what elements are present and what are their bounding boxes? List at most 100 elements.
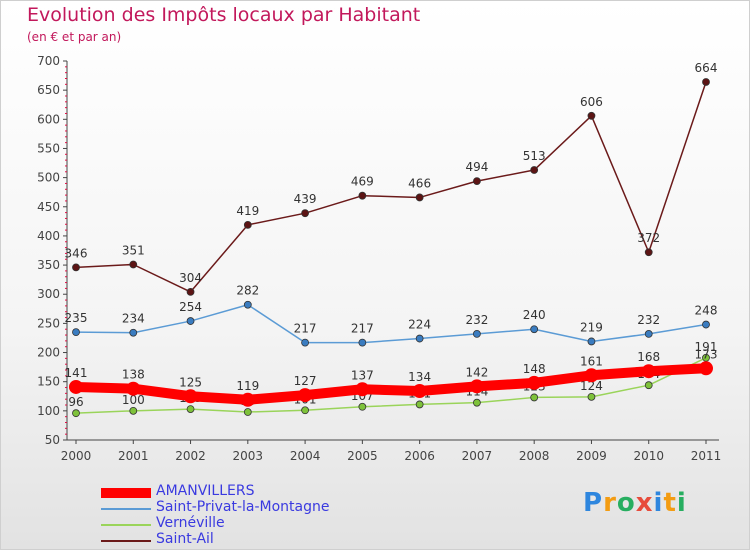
data-label: 124 <box>580 379 603 393</box>
logo-letter: t <box>663 488 677 518</box>
logo-letter: x <box>635 488 654 518</box>
data-label: 148 <box>523 362 546 376</box>
data-label: 606 <box>580 95 603 109</box>
data-point <box>699 361 713 376</box>
data-point <box>243 300 252 309</box>
data-label: 224 <box>408 318 431 332</box>
data-point <box>129 328 138 337</box>
data-label: 142 <box>465 365 488 379</box>
data-label: 466 <box>408 176 431 190</box>
data-point <box>240 392 255 407</box>
data-point <box>412 384 427 399</box>
data-point <box>473 177 481 186</box>
data-point <box>72 263 80 272</box>
series-line <box>75 81 707 293</box>
data-point <box>587 111 596 120</box>
x-tick-label: 2000 <box>61 449 92 463</box>
data-point <box>473 398 481 407</box>
data-point <box>126 381 141 396</box>
data-label: 240 <box>523 308 546 322</box>
data-point <box>415 193 424 202</box>
legend-label: Saint-Privat-la-Montagne <box>156 499 330 515</box>
series-line <box>71 363 711 405</box>
legend-label: Vernéville <box>156 515 225 531</box>
y-tick-label: 350 <box>37 258 60 272</box>
legend-label: Saint-Ail <box>156 531 214 547</box>
data-point <box>298 388 313 403</box>
series-line <box>75 303 707 344</box>
data-label: 513 <box>523 149 546 163</box>
data-point <box>530 393 539 402</box>
data-label: 304 <box>179 271 202 285</box>
data-point <box>69 379 83 394</box>
data-point <box>644 329 653 338</box>
x-tick-label: 2009 <box>576 449 607 463</box>
data-point <box>702 320 710 329</box>
data-point <box>358 402 367 411</box>
y-tick-label: 600 <box>37 112 60 126</box>
data-point <box>469 379 484 394</box>
legend-swatch <box>101 524 151 526</box>
data-point <box>527 375 542 390</box>
y-tick-label: 150 <box>37 375 60 389</box>
data-label: 119 <box>236 379 259 393</box>
y-tick-label: 500 <box>37 171 60 185</box>
data-label: 248 <box>695 304 718 318</box>
data-point <box>186 317 195 325</box>
data-point <box>186 287 195 296</box>
data-point <box>301 209 309 218</box>
data-point <box>355 382 370 397</box>
data-point <box>530 325 539 334</box>
data-label: 469 <box>351 175 374 189</box>
x-tick-label: 2007 <box>462 449 493 463</box>
data-label: 127 <box>294 374 317 388</box>
data-point <box>587 337 596 346</box>
logo-letter: r <box>603 488 617 518</box>
logo-letter: i <box>653 488 664 518</box>
legend-label: AMANVILLERS <box>156 483 255 499</box>
data-label: 219 <box>580 320 603 334</box>
y-tick-label: 300 <box>37 287 60 301</box>
data-point <box>301 406 309 415</box>
data-point <box>183 389 198 404</box>
data-point <box>72 328 80 337</box>
data-label: 234 <box>122 312 145 326</box>
series-line <box>75 357 707 414</box>
data-label: 372 <box>637 231 660 245</box>
data-point <box>358 191 367 200</box>
chart-title: Evolution des Impôts locaux par Habitant <box>27 4 421 26</box>
data-label: 137 <box>351 368 374 382</box>
data-label: 96 <box>68 395 83 409</box>
x-tick-label: 2008 <box>519 449 550 463</box>
data-point <box>243 408 252 416</box>
data-label: 191 <box>695 340 718 354</box>
y-tick-label: 400 <box>37 229 60 243</box>
data-label: 100 <box>122 393 145 407</box>
logo-letter: i <box>676 488 687 518</box>
legend-swatch <box>101 488 151 498</box>
data-point <box>301 338 309 347</box>
data-point <box>415 334 424 343</box>
logo-letter: P <box>583 488 604 518</box>
data-point <box>129 406 138 415</box>
x-tick-label: 2001 <box>118 449 149 463</box>
logo-letter: o <box>616 488 636 518</box>
data-label: 232 <box>465 313 488 327</box>
x-tick-label: 2003 <box>233 449 264 463</box>
data-point <box>530 166 539 174</box>
data-label: 217 <box>351 322 374 336</box>
data-point <box>243 220 252 229</box>
data-point <box>584 368 599 383</box>
data-label: 125 <box>179 375 202 389</box>
data-point <box>644 381 653 390</box>
data-point <box>358 338 367 347</box>
data-label: 254 <box>179 300 202 314</box>
data-label: 439 <box>294 192 317 206</box>
data-point <box>415 400 424 409</box>
data-point <box>644 248 653 257</box>
data-label: 419 <box>236 204 259 218</box>
y-tick-label: 650 <box>37 83 60 97</box>
data-label: 138 <box>122 368 145 382</box>
data-label: 235 <box>65 311 88 325</box>
